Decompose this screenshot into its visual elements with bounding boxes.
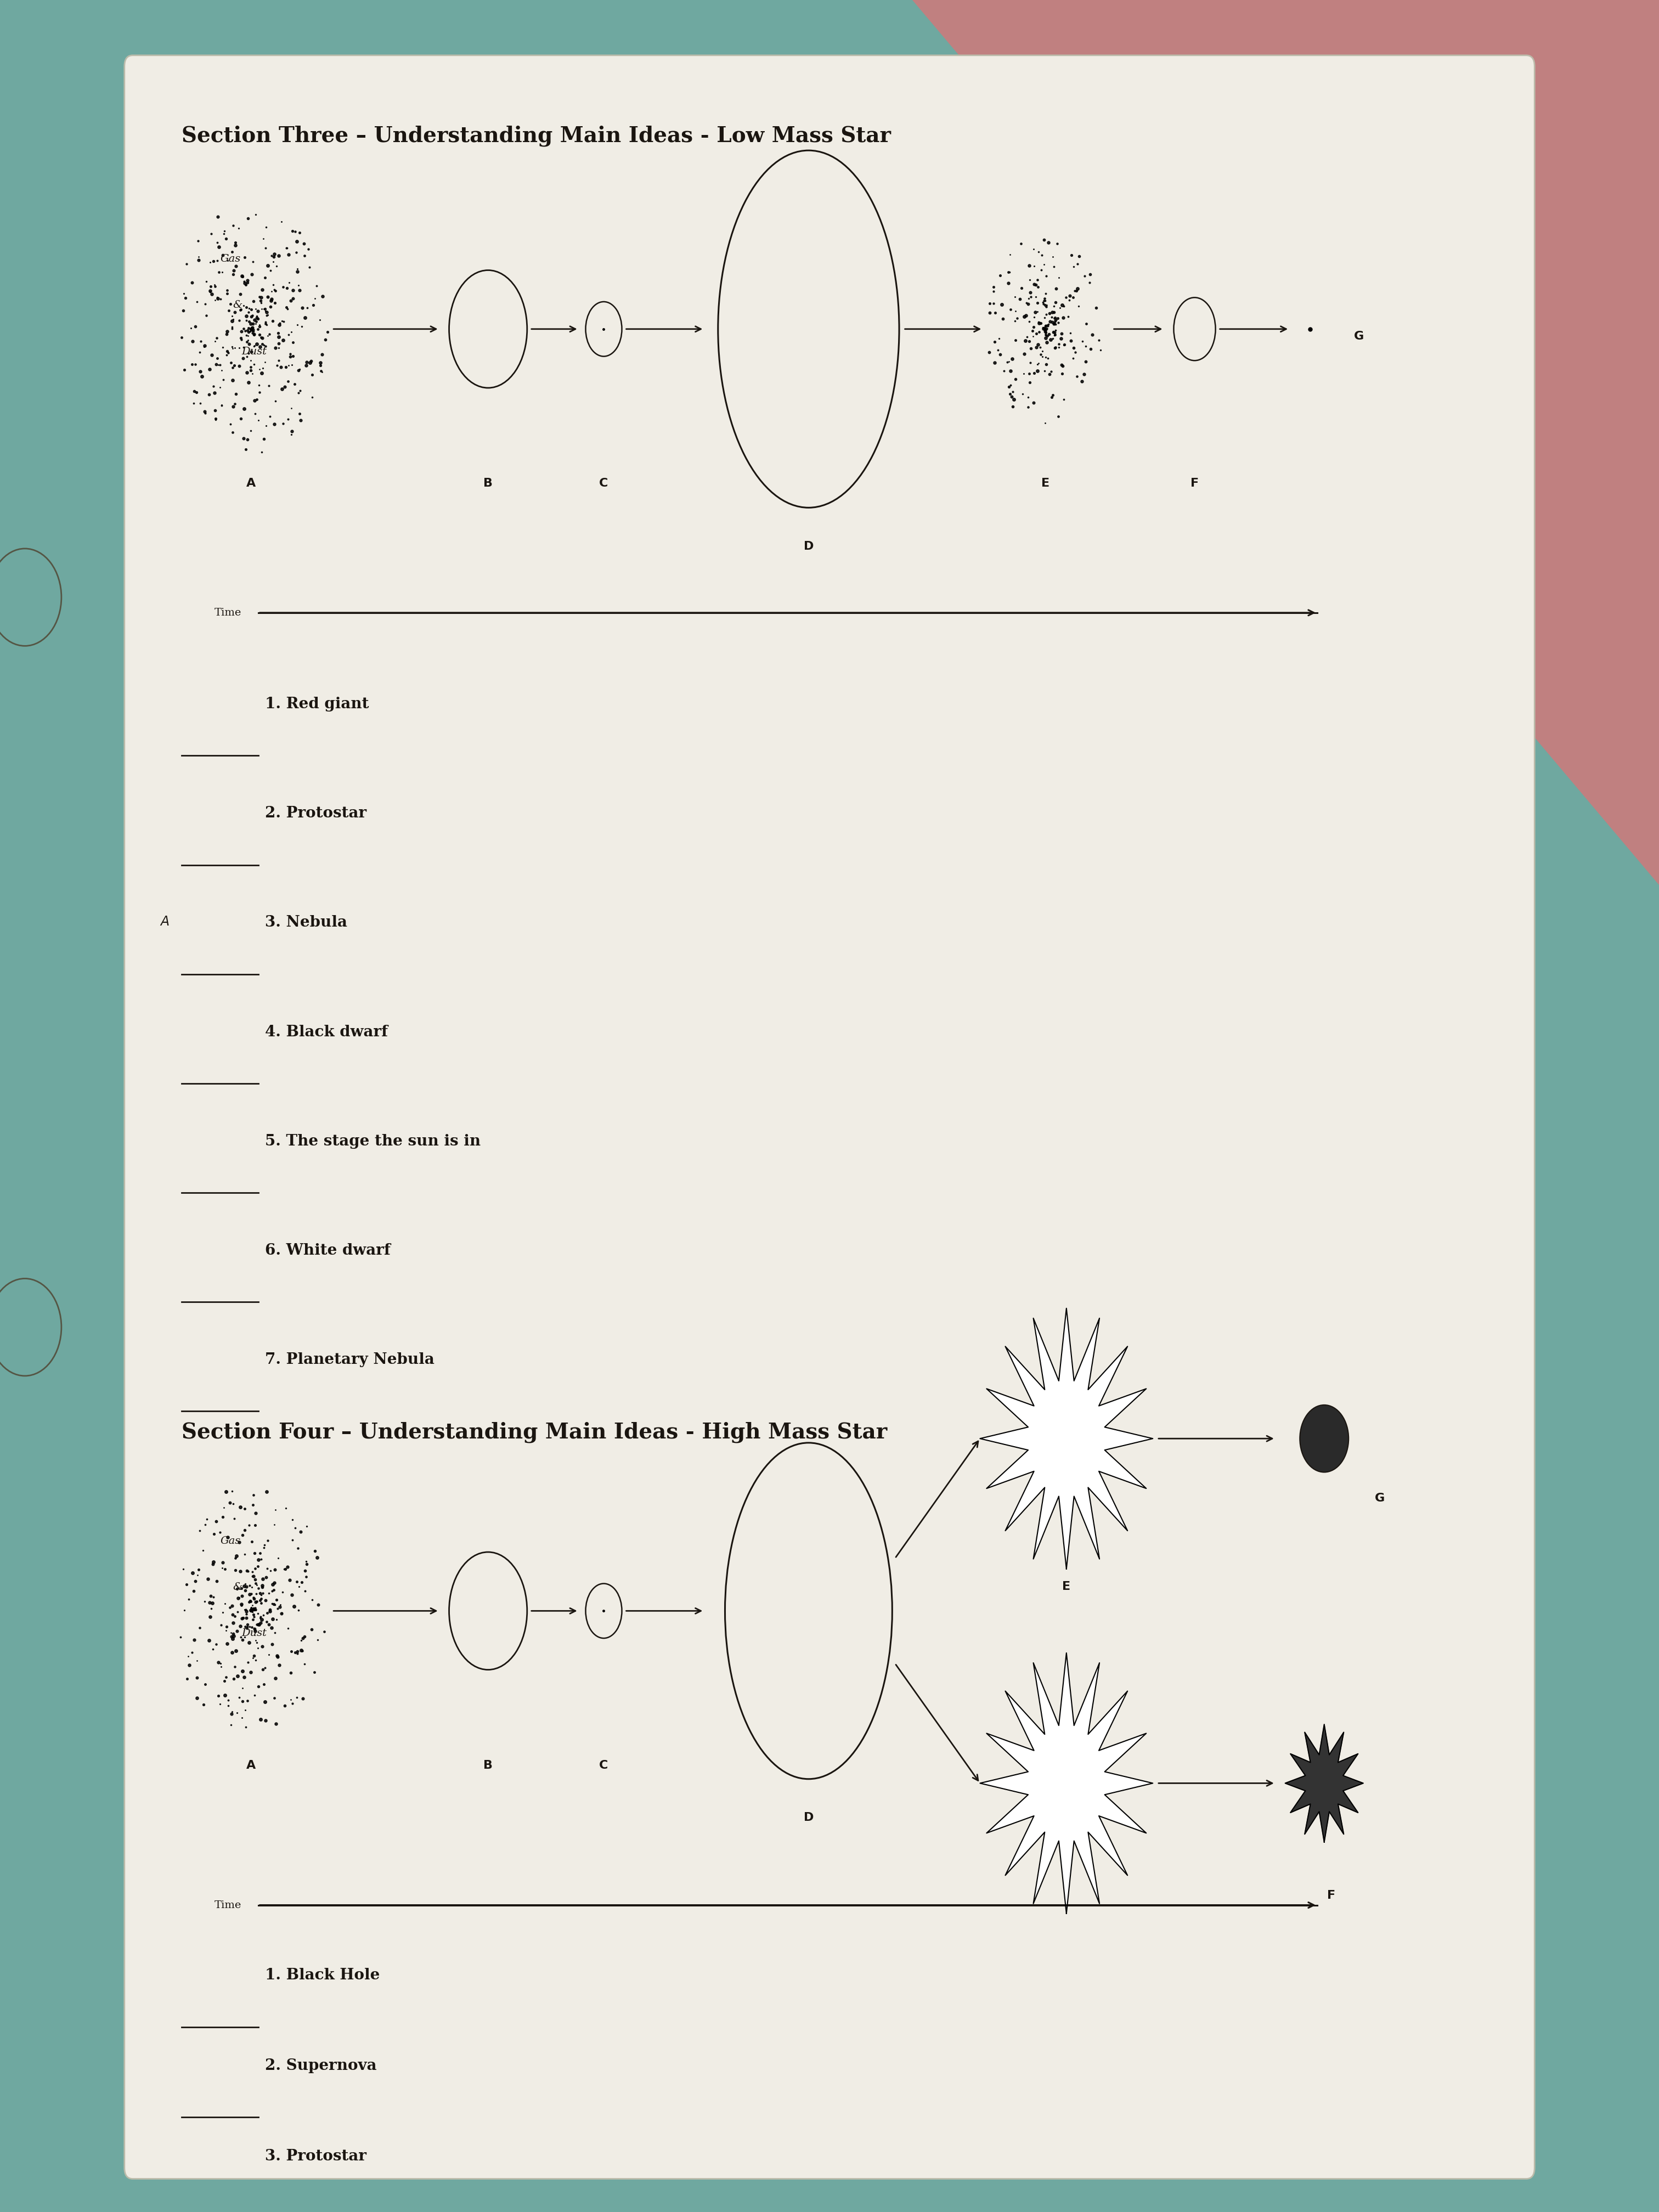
Text: F: F	[1191, 478, 1199, 489]
Polygon shape	[980, 1652, 1153, 1913]
Text: B: B	[483, 1761, 493, 1770]
Text: 1. Red giant: 1. Red giant	[265, 697, 368, 712]
Text: Dust: Dust	[241, 347, 267, 356]
Text: 5. The stage the sun is in: 5. The stage the sun is in	[265, 1135, 481, 1148]
Ellipse shape	[1301, 1405, 1349, 1473]
Text: &: &	[232, 301, 242, 310]
Polygon shape	[980, 1307, 1153, 1568]
Text: Gas: Gas	[221, 254, 241, 263]
Text: 7. Planetary Nebula: 7. Planetary Nebula	[265, 1352, 435, 1367]
Circle shape	[0, 1279, 61, 1376]
Text: G: G	[1354, 332, 1364, 341]
Text: Time: Time	[214, 1900, 242, 1909]
Text: C: C	[599, 478, 609, 489]
Text: E: E	[1062, 1582, 1070, 1593]
Text: E: E	[1042, 478, 1050, 489]
Text: 2. Protostar: 2. Protostar	[265, 805, 367, 821]
Text: Dust: Dust	[241, 1628, 267, 1639]
Text: D: D	[803, 542, 813, 551]
Text: 6. White dwarf: 6. White dwarf	[265, 1243, 390, 1259]
Text: &: &	[232, 1582, 242, 1593]
Text: 4. Black dwarf: 4. Black dwarf	[265, 1024, 388, 1040]
Text: A: A	[247, 1761, 255, 1770]
Text: C: C	[599, 1761, 609, 1770]
Text: 3. Nebula: 3. Nebula	[265, 916, 347, 929]
Text: G: G	[1375, 1493, 1385, 1504]
Text: 3. Protostar: 3. Protostar	[265, 2148, 367, 2163]
Text: 2. Supernova: 2. Supernova	[265, 2059, 377, 2073]
Text: Gas: Gas	[221, 1535, 241, 1546]
Circle shape	[0, 549, 61, 646]
Text: Section Three – Understanding Main Ideas - Low Mass Star: Section Three – Understanding Main Ideas…	[181, 126, 891, 146]
Polygon shape	[912, 0, 1659, 885]
Polygon shape	[1286, 1725, 1364, 1843]
Text: 1. Black Hole: 1. Black Hole	[265, 1969, 380, 1982]
Text: B: B	[483, 478, 493, 489]
Text: D: D	[803, 1812, 813, 1823]
FancyBboxPatch shape	[124, 55, 1535, 2179]
Text: Time: Time	[214, 608, 242, 617]
Text: Section Four – Understanding Main Ideas - High Mass Star: Section Four – Understanding Main Ideas …	[181, 1422, 888, 1442]
Text: F: F	[1327, 1889, 1335, 1900]
Text: A: A	[247, 478, 255, 489]
Text: A: A	[161, 916, 169, 929]
